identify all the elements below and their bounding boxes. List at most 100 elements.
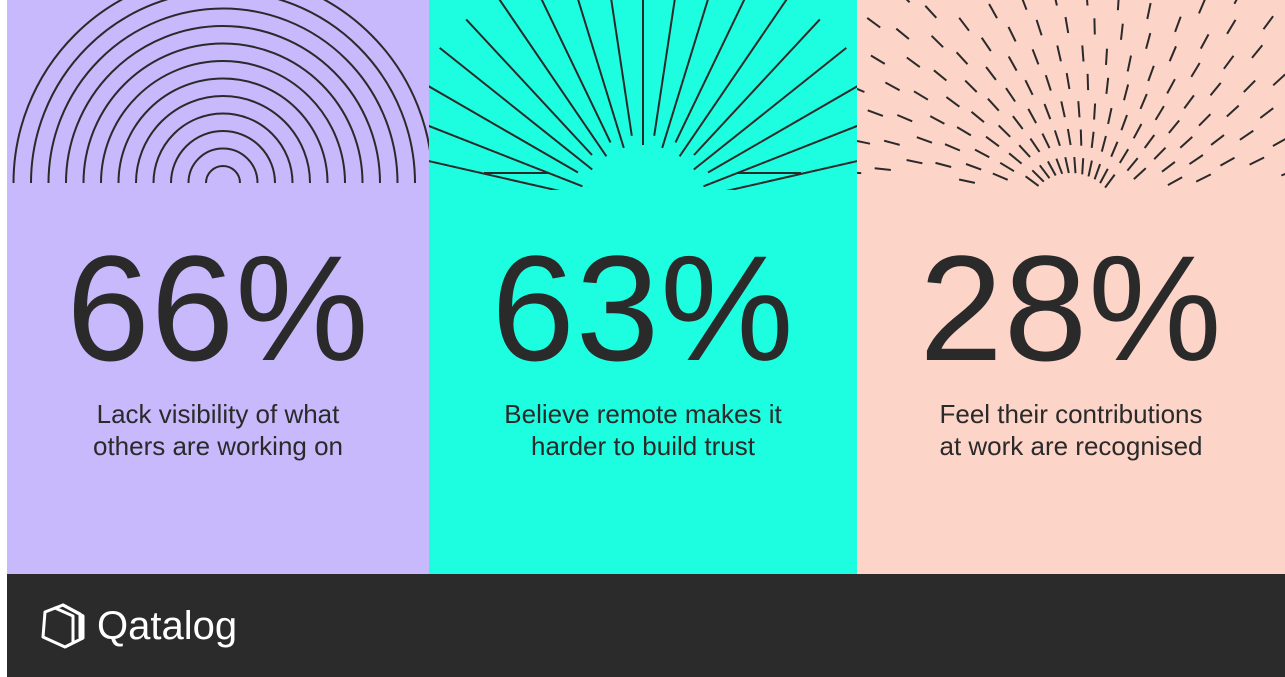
concentric-arcs-pattern (12, 0, 429, 184)
sunburst-ray (693, 47, 847, 171)
radial-dash (1154, 105, 1165, 121)
sunburst-ray (610, 0, 633, 136)
arc-stroke (117, 77, 329, 184)
radial-dash (1259, 107, 1274, 119)
radial-dash (1168, 45, 1177, 62)
radial-dash (1239, 129, 1254, 141)
radial-dash (1153, 146, 1167, 160)
radial-dash (997, 124, 1011, 138)
radial-dash (945, 96, 960, 108)
radial-dash (992, 172, 1009, 181)
arc-stroke (47, 7, 399, 184)
arc-stroke (205, 165, 241, 184)
radial-dash (1086, 73, 1090, 91)
radial-dash (913, 90, 929, 101)
radial-dash (906, 56, 921, 68)
radial-dash (1188, 154, 1204, 165)
brand-logo: Qatalog (37, 602, 237, 650)
radial-dash (1053, 130, 1061, 147)
radial-dashes-pattern (857, 0, 1285, 189)
radial-dash (935, 161, 952, 168)
radial-dash (974, 148, 990, 159)
radial-dash (884, 81, 901, 92)
sunburst-ray (439, 47, 593, 171)
radial-dash (1262, 15, 1274, 30)
radial-dash (874, 167, 891, 171)
radial-dash (1126, 157, 1139, 172)
radial-dash (1077, 101, 1081, 118)
radial-dash (895, 27, 910, 40)
radial-dash (933, 69, 948, 82)
radial-dash (1116, 0, 1120, 11)
radial-dash (1043, 103, 1052, 120)
radial-dash (1210, 134, 1225, 146)
radial-dash (988, 3, 998, 19)
stat-value: 63% (491, 224, 795, 392)
sunburst-ray (707, 85, 857, 174)
radial-dash (1099, 168, 1109, 184)
radial-dash (1031, 169, 1045, 183)
radial-dash (867, 109, 884, 117)
radial-dash (1012, 115, 1024, 130)
sunburst-ray (429, 85, 579, 174)
radial-dash (1243, 79, 1256, 93)
radial-dash (905, 0, 911, 4)
radial-dash (866, 17, 881, 29)
stat-caption: Believe remote makes it harder to build … (429, 398, 857, 462)
radial-dash (1120, 23, 1124, 40)
brand-name: Qatalog (97, 604, 238, 648)
radial-dash (956, 126, 972, 137)
sunburst-ray (674, 0, 746, 143)
radial-dash (1073, 157, 1077, 174)
radial-dash (1021, 0, 1028, 11)
radial-dash (857, 87, 865, 93)
radial-dash (1031, 48, 1040, 65)
radial-dash (1093, 103, 1097, 120)
radial-dash (883, 139, 900, 146)
radial-dash (1081, 45, 1085, 62)
radial-dash (958, 178, 976, 184)
sunburst-ray (726, 160, 857, 190)
radial-dash (1064, 156, 1070, 174)
caption-line: harder to build trust (530, 431, 755, 461)
sunburst-ray (429, 160, 560, 190)
radial-dash (1029, 138, 1041, 153)
radial-dash (1198, 113, 1212, 127)
radial-dash (1018, 144, 1031, 158)
radial-dash (1044, 74, 1052, 91)
radial-dash (1133, 167, 1147, 180)
arc-stroke (135, 95, 311, 184)
radial-dash (857, 171, 862, 175)
radial-dash (930, 35, 944, 48)
radial-dash (1272, 73, 1285, 87)
radial-dash (958, 17, 970, 32)
sunburst-ray (703, 124, 857, 188)
stat-caption: Lack visibility of what others are worki… (7, 398, 429, 462)
radial-dash (964, 79, 978, 93)
radial-dash (1280, 173, 1285, 177)
radial-dash (970, 111, 985, 123)
radial-dash (1055, 158, 1064, 175)
radial-dash (1105, 48, 1108, 65)
arc-stroke (82, 42, 364, 184)
radial-dash (1120, 114, 1128, 131)
arc-stroke (152, 112, 294, 184)
footer-bar: Qatalog (7, 574, 1285, 677)
radial-dash (1024, 79, 1034, 96)
radial-dash (1183, 94, 1195, 109)
radial-dash (1123, 84, 1130, 101)
sunburst-ray (429, 124, 583, 188)
radial-dash (985, 66, 997, 81)
radial-dash (1226, 19, 1237, 35)
radial-dash (1039, 164, 1051, 179)
radial-dash (1090, 131, 1095, 149)
radial-dash (1086, 0, 1089, 6)
stat-value: 28% (919, 224, 1223, 392)
radial-dash (987, 98, 1000, 112)
stat-panel-visibility: 66% Lack visibility of what others are w… (7, 0, 429, 574)
stat-panel-trust: 63% Believe remote makes it harder to bu… (429, 0, 857, 574)
radial-dash (1195, 173, 1212, 183)
arc-stroke (30, 0, 416, 184)
radial-dash (1064, 16, 1070, 34)
radial-dash (1143, 134, 1156, 149)
